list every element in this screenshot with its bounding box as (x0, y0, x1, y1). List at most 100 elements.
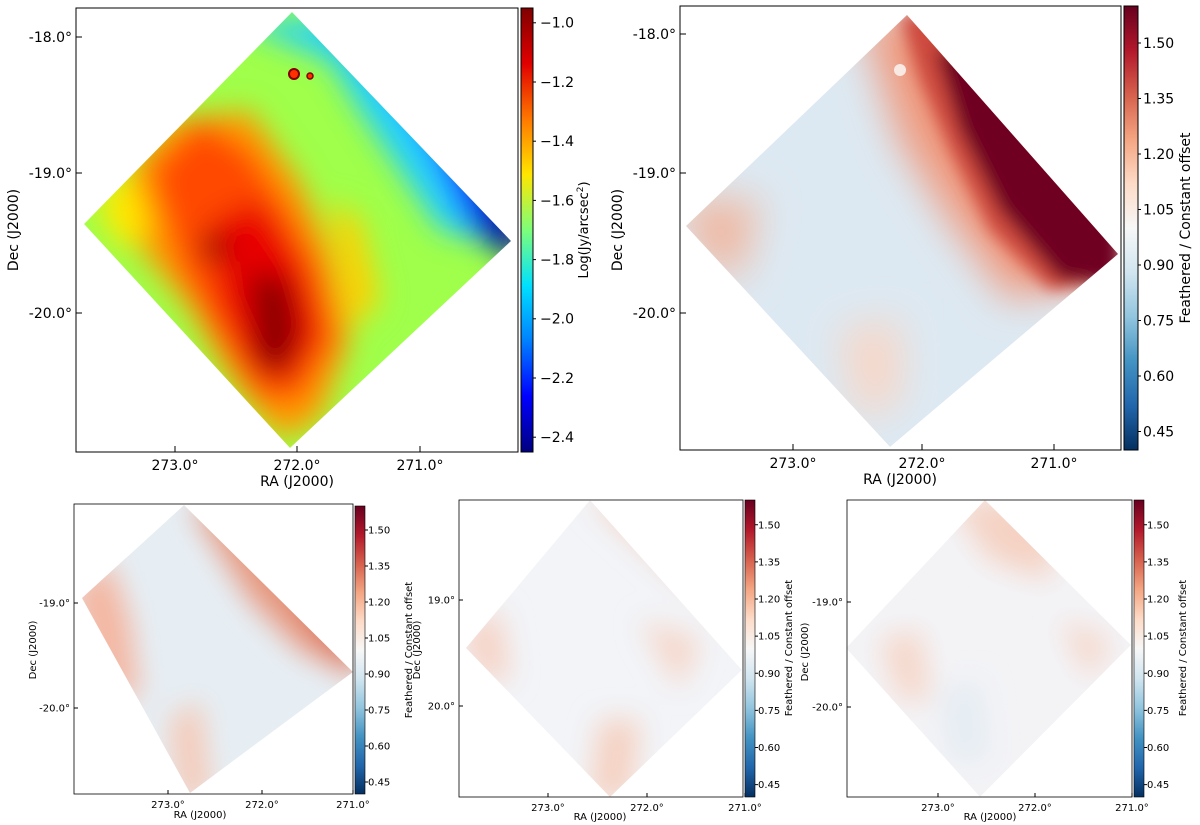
x-tick-label: 273.0° (151, 458, 198, 474)
colorbar-tick-label: 0.60 (1143, 369, 1174, 385)
x-tick-label: 271.0° (1115, 803, 1149, 814)
colorbar-tick-label: −1.6 (540, 193, 574, 209)
panel-e-x-axis: 273.0° 272.0° 271.0° (921, 793, 1149, 814)
panel-a-colorbar (520, 7, 534, 453)
panel-c: 273.0° 272.0° 271.0° -19.0° -20.0° RA (J200… (28, 503, 415, 821)
colorbar-tick-label: 0.60 (368, 742, 390, 753)
colorbar-tick-label: 1.35 (368, 562, 390, 573)
panel-d-colorbar-label: Feathered / Constant offset (784, 580, 795, 717)
panel-e-colorbar-label: Feathered / Constant offset (1178, 580, 1189, 717)
panel-e-colorbar-ticks: 1.50 1.35 1.20 1.05 0.90 0.75 0.60 0.45 (1144, 520, 1169, 791)
panel-d-ylabel: Dec (J2000) (412, 621, 423, 680)
y-tick-label: -18.0° (633, 27, 676, 43)
panel-c-xlabel: RA (J2000) (174, 810, 227, 821)
colorbar-tick-label: 0.90 (1143, 258, 1174, 274)
x-tick-label: 273.0° (769, 456, 816, 472)
panel-a-y-axis: -18.0° -19.0° -20.0° (29, 30, 82, 322)
panel-b-image (686, 15, 1118, 447)
colorbar-tick-label: 1.05 (1147, 632, 1169, 643)
y-tick-label: -19.0° (633, 166, 676, 182)
colorbar-tick-label: 0.60 (758, 743, 780, 754)
colorbar-tick-label: 1.50 (758, 520, 780, 531)
colorbar-tick-label: 0.45 (368, 778, 390, 789)
panel-d-xlabel: RA (J2000) (574, 812, 627, 823)
colorbar-tick-label: −1.0 (540, 16, 574, 32)
colorbar-tick-label: 1.05 (368, 634, 390, 645)
panel-c-colorbar-label: Feathered / Constant offset (404, 582, 415, 719)
x-tick-label: 273.0° (531, 803, 565, 814)
colorbar-tick-label: −1.8 (540, 253, 574, 269)
panel-a-colorbar-label: Log(Jy/arcsec2) (576, 181, 592, 278)
panel-c-y-axis: -19.0° -20.0° (39, 599, 78, 715)
panel-e: 273.0° 272.0° 271.0° -19.0° -20.0° RA (J200… (800, 499, 1189, 823)
panel-c-colorbar-ticks: 1.50 1.35 1.20 1.05 0.90 0.75 0.60 0.45 (365, 526, 390, 789)
colorbar-tick-label: 1.20 (368, 598, 390, 609)
x-tick-label: 271.0° (336, 800, 370, 811)
y-tick-label: 19.0° (428, 596, 455, 607)
panel-d-colorbar-ticks: 1.50 1.35 1.20 1.05 0.90 0.75 0.60 0.45 (755, 520, 780, 791)
x-tick-label: 272.0° (273, 458, 320, 474)
y-tick-label: -20.0° (812, 703, 843, 714)
colorbar-tick-label: 1.35 (1147, 557, 1169, 568)
panel-a-image (84, 12, 511, 448)
x-tick-label: 271.0° (728, 803, 762, 814)
panel-b-colorbar (1123, 5, 1139, 451)
panel-b-x-axis: 273.0° 272.0° 271.0° (769, 444, 1078, 472)
x-tick-label: 272.0° (630, 803, 664, 814)
y-tick-label: -20.0° (29, 306, 72, 322)
colorbar-tick-label: 1.35 (758, 557, 780, 568)
panel-e-image (846, 500, 1131, 797)
colorbar-tick-label: 0.75 (758, 706, 780, 717)
panel-e-y-axis: -19.0° -20.0° (812, 598, 851, 714)
panel-a-colorbar-ticks: −1.0 −1.2 −1.4 −1.6 −1.8 −2.0 −2.2 −2.4 (533, 16, 574, 446)
colorbar-tick-label: −2.4 (540, 430, 574, 446)
y-tick-label: -19.0° (29, 166, 72, 182)
panel-d-colorbar (744, 499, 756, 798)
panel-a: 273.0° 272.0° 271.0° -18.0° -19.0° -20.0° RA… (6, 7, 592, 490)
panel-b-colorbar-label: Feathered / Constant offset (1178, 132, 1194, 324)
panel-c-colorbar (354, 505, 366, 795)
colorbar-tick-label: 1.05 (1143, 202, 1174, 218)
colorbar-tick-label: 1.05 (758, 632, 780, 643)
colorbar-tick-label: 1.20 (1143, 147, 1174, 163)
y-tick-label: -19.0° (812, 598, 843, 609)
panel-b-frame (679, 5, 1122, 451)
y-tick-label: -18.0° (29, 30, 72, 46)
colorbar-tick-label: 0.90 (368, 670, 390, 681)
colorbar-tick-label: 0.90 (758, 669, 780, 680)
colorbar-tick-label: 1.50 (1143, 36, 1174, 52)
x-tick-label: 271.0° (1030, 456, 1077, 472)
colorbar-tick-label: −2.0 (540, 312, 574, 328)
colorbar-tick-label: 0.75 (368, 706, 390, 717)
colorbar-tick-label: −2.2 (540, 371, 574, 387)
panel-e-colorbar (1133, 499, 1145, 798)
colorbar-tick-label: 0.75 (1143, 313, 1174, 329)
panel-d-frame (458, 499, 744, 798)
y-tick-label: 20.0° (428, 702, 455, 713)
colorbar-tick-label: 1.20 (1147, 595, 1169, 606)
colorbar-tick-label: −1.4 (540, 134, 574, 150)
panel-d-x-axis: 273.0° 272.0° 271.0° (531, 793, 762, 814)
panel-a-x-axis: 273.0° 272.0° 271.0° (151, 446, 444, 474)
panel-e-ylabel: Dec (J2000) (800, 623, 811, 682)
colorbar-tick-label: 1.50 (1147, 520, 1169, 531)
colorbar-tick-label: 0.75 (1147, 706, 1169, 717)
x-tick-label: 272.0° (1018, 803, 1052, 814)
panel-d: 273.0° 272.0° 271.0° 19.0° 20.0° RA (J2000)… (412, 499, 795, 823)
x-tick-label: 271.0° (396, 458, 443, 474)
x-tick-label: 273.0° (151, 800, 185, 811)
colorbar-tick-label: 0.60 (1147, 743, 1169, 754)
colorbar-tick-label: 1.20 (758, 595, 780, 606)
panel-c-ylabel: Dec (J2000) (28, 621, 39, 680)
colorbar-tick-label: 0.90 (1147, 669, 1169, 680)
panel-b-xlabel: RA (J2000) (863, 472, 937, 488)
panel-b-ylabel: Dec (J2000) (610, 189, 626, 271)
y-tick-label: -20.0° (633, 306, 676, 322)
colorbar-tick-label: 0.45 (758, 780, 780, 791)
colorbar-tick-label: 0.45 (1143, 424, 1174, 440)
panel-e-frame (846, 499, 1133, 798)
colorbar-tick-label: 1.35 (1143, 91, 1174, 107)
panel-c-image (82, 505, 353, 793)
x-tick-label: 272.0° (245, 800, 279, 811)
